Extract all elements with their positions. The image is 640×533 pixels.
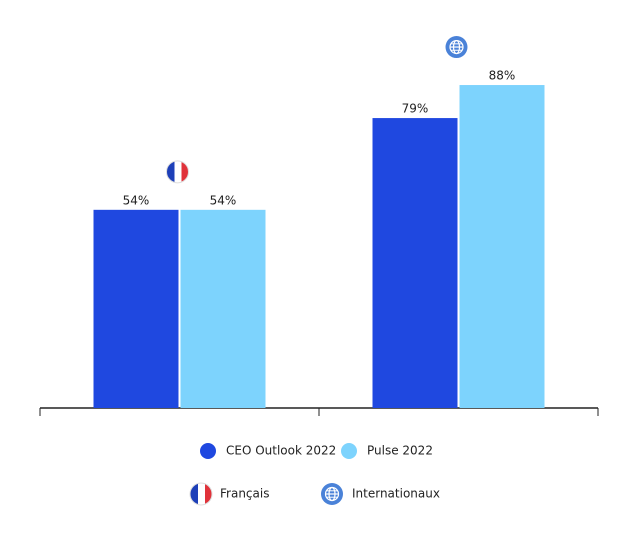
category-icon [444,35,469,59]
legend-swatch [200,443,216,459]
legend-globe-icon [320,482,344,506]
bar [180,209,266,408]
legend-flag-icon [190,483,213,505]
value-label: 54% [210,193,237,207]
value-label: 88% [489,69,516,83]
legend-label: CEO Outlook 2022 [226,444,336,458]
bar [93,209,179,408]
value-label: 54% [123,193,150,207]
value-label: 79% [402,102,429,116]
legend-category: Français [220,487,269,501]
legend-category: Internationaux [352,487,440,501]
bar [459,85,545,408]
bar [372,118,458,408]
legend-label: Pulse 2022 [367,444,433,458]
legend-swatch [341,443,357,459]
category-icon [167,161,190,183]
